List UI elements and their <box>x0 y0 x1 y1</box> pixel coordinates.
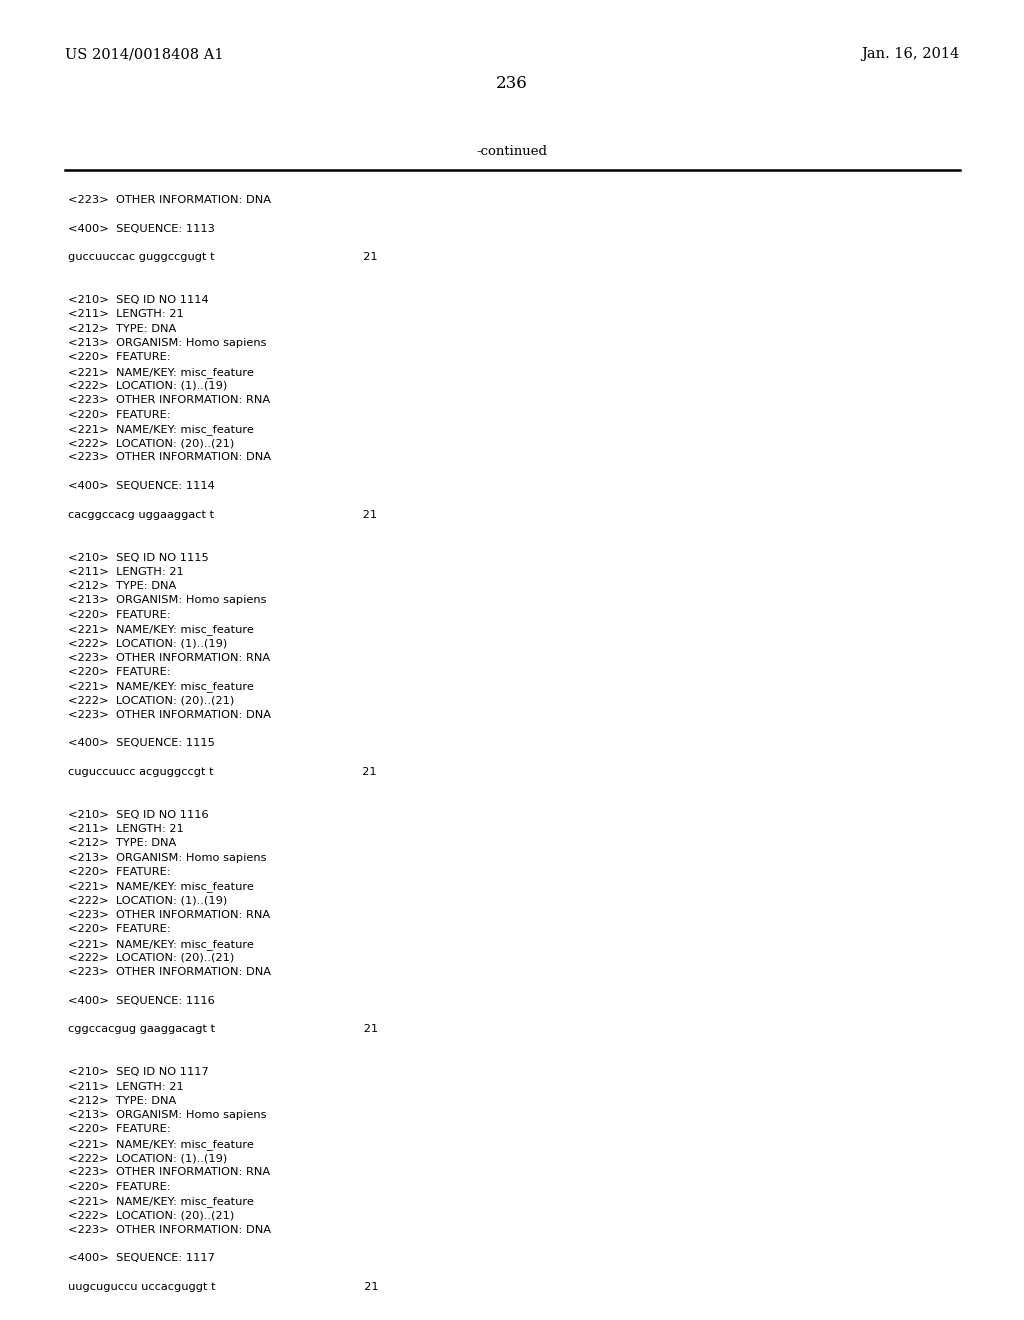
Text: <223>  OTHER INFORMATION: DNA: <223> OTHER INFORMATION: DNA <box>68 1225 271 1234</box>
Text: cuguccuucc acguggccgt t                                         21: cuguccuucc acguggccgt t 21 <box>68 767 377 777</box>
Text: <400>  SEQUENCE: 1114: <400> SEQUENCE: 1114 <box>68 480 215 491</box>
Text: <210>  SEQ ID NO 1116: <210> SEQ ID NO 1116 <box>68 810 209 820</box>
Text: <211>  LENGTH: 21: <211> LENGTH: 21 <box>68 309 183 319</box>
Text: <212>  TYPE: DNA: <212> TYPE: DNA <box>68 1096 176 1106</box>
Text: <210>  SEQ ID NO 1114: <210> SEQ ID NO 1114 <box>68 296 209 305</box>
Text: <220>  FEATURE:: <220> FEATURE: <box>68 409 171 420</box>
Text: <223>  OTHER INFORMATION: DNA: <223> OTHER INFORMATION: DNA <box>68 195 271 205</box>
Text: <221>  NAME/KEY: misc_feature: <221> NAME/KEY: misc_feature <box>68 1196 254 1206</box>
Text: <213>  ORGANISM: Homo sapiens: <213> ORGANISM: Homo sapiens <box>68 1110 266 1121</box>
Text: <221>  NAME/KEY: misc_feature: <221> NAME/KEY: misc_feature <box>68 882 254 892</box>
Text: <222>  LOCATION: (1)..(19): <222> LOCATION: (1)..(19) <box>68 896 227 906</box>
Text: <220>  FEATURE:: <220> FEATURE: <box>68 610 171 619</box>
Text: <223>  OTHER INFORMATION: RNA: <223> OTHER INFORMATION: RNA <box>68 909 270 920</box>
Text: <221>  NAME/KEY: misc_feature: <221> NAME/KEY: misc_feature <box>68 367 254 378</box>
Text: cacggccacg uggaaggact t                                         21: cacggccacg uggaaggact t 21 <box>68 510 377 520</box>
Text: 236: 236 <box>496 75 528 92</box>
Text: <212>  TYPE: DNA: <212> TYPE: DNA <box>68 838 176 849</box>
Text: <223>  OTHER INFORMATION: DNA: <223> OTHER INFORMATION: DNA <box>68 968 271 977</box>
Text: <222>  LOCATION: (1)..(19): <222> LOCATION: (1)..(19) <box>68 639 227 648</box>
Text: <212>  TYPE: DNA: <212> TYPE: DNA <box>68 323 176 334</box>
Text: <220>  FEATURE:: <220> FEATURE: <box>68 1125 171 1134</box>
Text: <221>  NAME/KEY: misc_feature: <221> NAME/KEY: misc_feature <box>68 681 254 692</box>
Text: <222>  LOCATION: (20)..(21): <222> LOCATION: (20)..(21) <box>68 438 234 447</box>
Text: guccuuccac guggccgugt t                                         21: guccuuccac guggccgugt t 21 <box>68 252 378 263</box>
Text: -continued: -continued <box>476 145 548 158</box>
Text: <223>  OTHER INFORMATION: DNA: <223> OTHER INFORMATION: DNA <box>68 453 271 462</box>
Text: <210>  SEQ ID NO 1117: <210> SEQ ID NO 1117 <box>68 1068 209 1077</box>
Text: <400>  SEQUENCE: 1115: <400> SEQUENCE: 1115 <box>68 738 215 748</box>
Text: <400>  SEQUENCE: 1116: <400> SEQUENCE: 1116 <box>68 995 215 1006</box>
Text: <211>  LENGTH: 21: <211> LENGTH: 21 <box>68 1081 183 1092</box>
Text: <220>  FEATURE:: <220> FEATURE: <box>68 667 171 677</box>
Text: <223>  OTHER INFORMATION: RNA: <223> OTHER INFORMATION: RNA <box>68 1167 270 1177</box>
Text: <220>  FEATURE:: <220> FEATURE: <box>68 867 171 876</box>
Text: <213>  ORGANISM: Homo sapiens: <213> ORGANISM: Homo sapiens <box>68 595 266 606</box>
Text: <221>  NAME/KEY: misc_feature: <221> NAME/KEY: misc_feature <box>68 424 254 434</box>
Text: <210>  SEQ ID NO 1115: <210> SEQ ID NO 1115 <box>68 553 209 562</box>
Text: <211>  LENGTH: 21: <211> LENGTH: 21 <box>68 566 183 577</box>
Text: Jan. 16, 2014: Jan. 16, 2014 <box>862 48 961 61</box>
Text: <221>  NAME/KEY: misc_feature: <221> NAME/KEY: misc_feature <box>68 624 254 635</box>
Text: cggccacgug gaaggacagt t                                         21: cggccacgug gaaggacagt t 21 <box>68 1024 378 1035</box>
Text: US 2014/0018408 A1: US 2014/0018408 A1 <box>65 48 223 61</box>
Text: <222>  LOCATION: (1)..(19): <222> LOCATION: (1)..(19) <box>68 381 227 391</box>
Text: <222>  LOCATION: (20)..(21): <222> LOCATION: (20)..(21) <box>68 1210 234 1220</box>
Text: <400>  SEQUENCE: 1113: <400> SEQUENCE: 1113 <box>68 223 215 234</box>
Text: <221>  NAME/KEY: misc_feature: <221> NAME/KEY: misc_feature <box>68 939 254 949</box>
Text: <222>  LOCATION: (20)..(21): <222> LOCATION: (20)..(21) <box>68 953 234 962</box>
Text: <213>  ORGANISM: Homo sapiens: <213> ORGANISM: Homo sapiens <box>68 853 266 863</box>
Text: uugcuguccu uccacguggt t                                         21: uugcuguccu uccacguggt t 21 <box>68 1282 379 1292</box>
Text: <220>  FEATURE:: <220> FEATURE: <box>68 352 171 362</box>
Text: <222>  LOCATION: (1)..(19): <222> LOCATION: (1)..(19) <box>68 1154 227 1163</box>
Text: <221>  NAME/KEY: misc_feature: <221> NAME/KEY: misc_feature <box>68 1139 254 1150</box>
Text: <400>  SEQUENCE: 1117: <400> SEQUENCE: 1117 <box>68 1253 215 1263</box>
Text: <213>  ORGANISM: Homo sapiens: <213> ORGANISM: Homo sapiens <box>68 338 266 348</box>
Text: <211>  LENGTH: 21: <211> LENGTH: 21 <box>68 824 183 834</box>
Text: <223>  OTHER INFORMATION: RNA: <223> OTHER INFORMATION: RNA <box>68 652 270 663</box>
Text: <220>  FEATURE:: <220> FEATURE: <box>68 1181 171 1192</box>
Text: <223>  OTHER INFORMATION: RNA: <223> OTHER INFORMATION: RNA <box>68 395 270 405</box>
Text: <223>  OTHER INFORMATION: DNA: <223> OTHER INFORMATION: DNA <box>68 710 271 719</box>
Text: <222>  LOCATION: (20)..(21): <222> LOCATION: (20)..(21) <box>68 696 234 705</box>
Text: <220>  FEATURE:: <220> FEATURE: <box>68 924 171 935</box>
Text: <212>  TYPE: DNA: <212> TYPE: DNA <box>68 581 176 591</box>
